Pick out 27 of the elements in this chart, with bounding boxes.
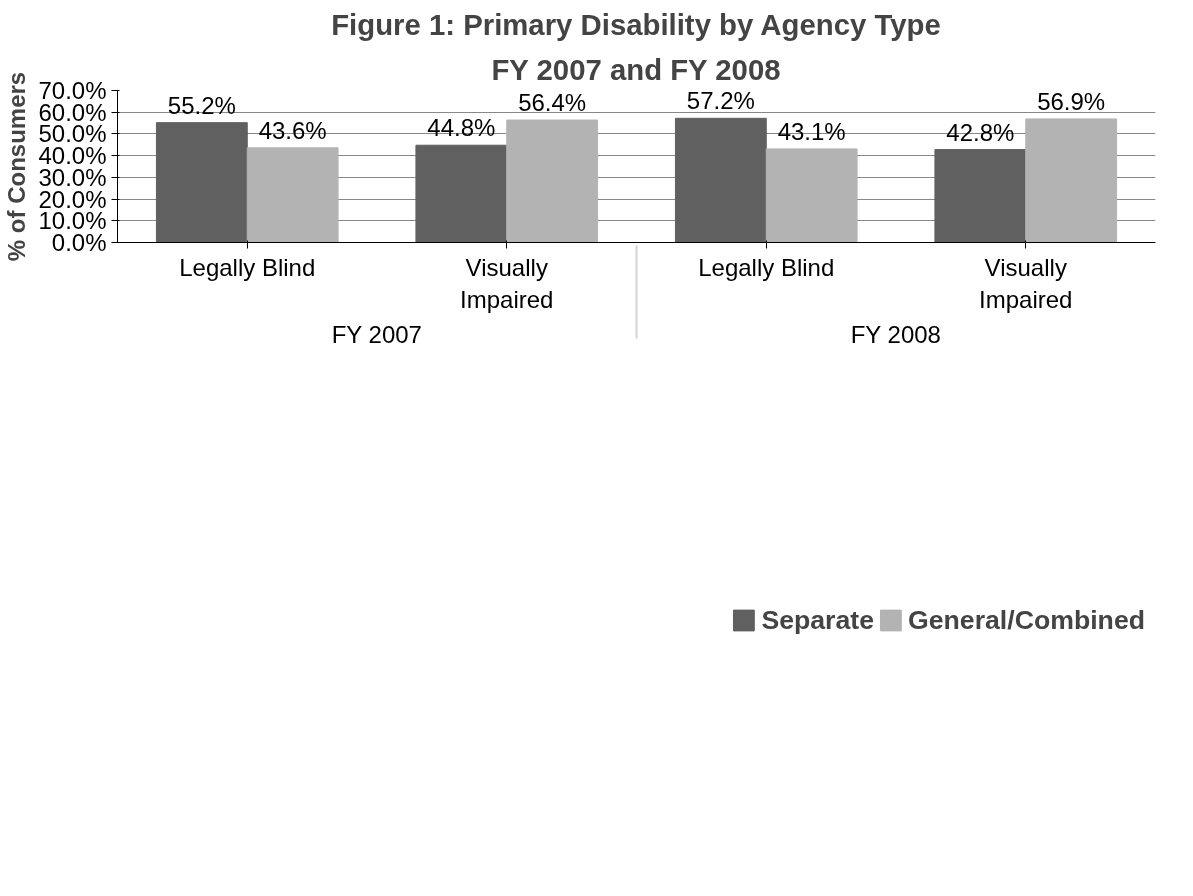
- chart-title: Figure 1: Primary Disability by Agency Type: [331, 7, 941, 41]
- data-label: 42.8%: [946, 118, 1015, 146]
- y-axis-title: % of Consumers: [3, 71, 31, 262]
- bar: [1025, 118, 1118, 243]
- legend-label: General/Combined: [908, 604, 1145, 636]
- data-label: 55.2%: [167, 91, 236, 119]
- x-tick-label: Visually Impaired: [979, 253, 1073, 313]
- bar: [155, 122, 248, 243]
- bar: [934, 149, 1027, 243]
- data-label: 57.2%: [686, 87, 755, 115]
- bar: [765, 148, 858, 243]
- data-label: 56.9%: [1037, 87, 1106, 115]
- x-tick-label: Visually Impaired: [460, 253, 554, 313]
- data-label: 56.4%: [518, 89, 587, 117]
- data-label: 43.1%: [777, 117, 846, 145]
- bar: [506, 119, 599, 243]
- data-label: 44.8%: [427, 114, 496, 142]
- data-label: 43.6%: [258, 116, 327, 144]
- x-tick-label: Legally Blind: [698, 253, 835, 281]
- x-tick-label: Legally Blind: [179, 253, 316, 281]
- bar: [415, 144, 508, 243]
- text: FY 2008: [850, 320, 941, 348]
- bar: [674, 117, 767, 243]
- chart-subtitle: FY 2007 and FY 2008: [491, 52, 781, 86]
- text: FY 2007: [331, 320, 422, 348]
- bar: [246, 147, 339, 243]
- legend-label: Separate: [761, 604, 874, 636]
